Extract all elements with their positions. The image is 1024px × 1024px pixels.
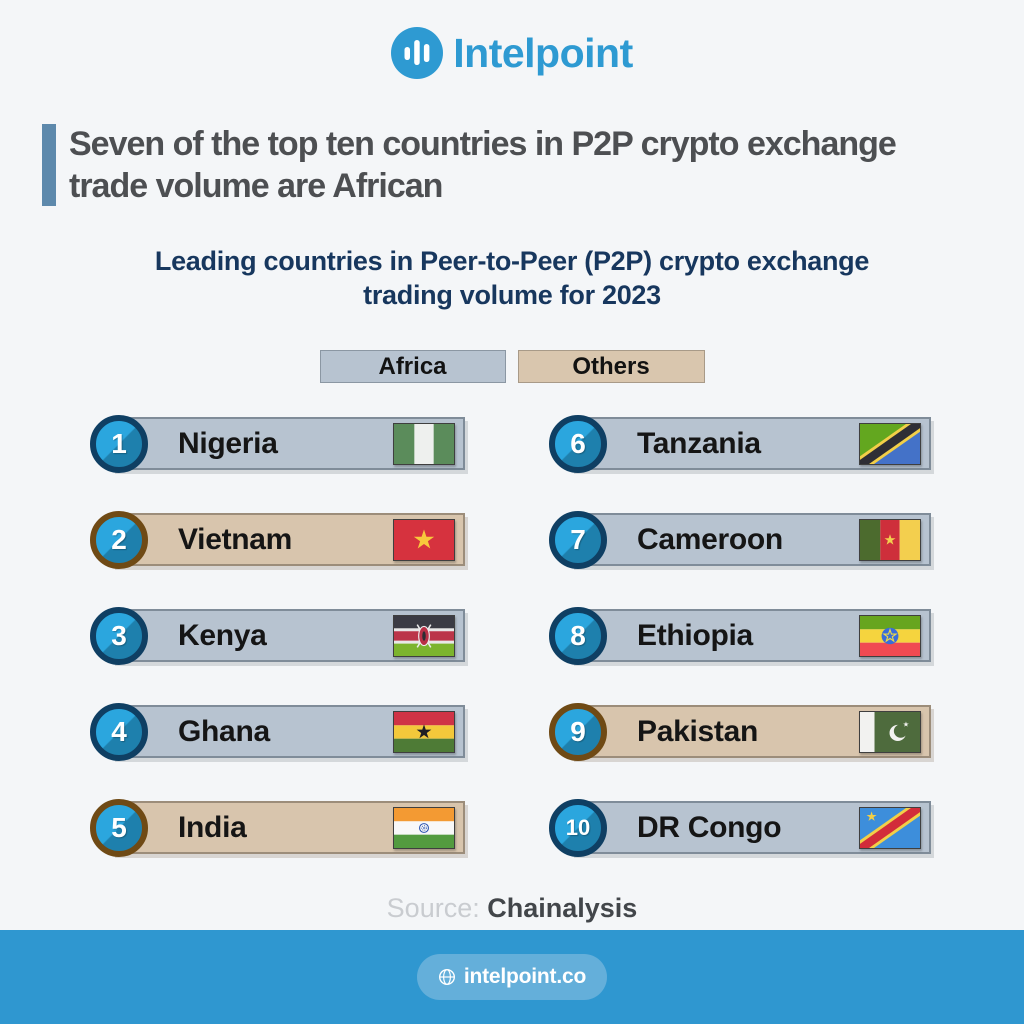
- ethiopia-flag-icon: [859, 614, 921, 657]
- list-item: 10 DR Congo: [549, 798, 931, 857]
- page-title-line1: Seven of the top ten countries in P2P cr…: [69, 125, 897, 163]
- country-bar: Cameroon: [571, 513, 931, 566]
- rank-number: 3: [111, 619, 127, 651]
- nigeria-flag-icon: [393, 422, 455, 465]
- country-label: Cameroon: [637, 522, 783, 556]
- headline-accent-bar: [42, 124, 56, 206]
- country-bar: Ethiopia: [571, 609, 931, 662]
- rank-badge: 6: [549, 414, 607, 473]
- ranking-column-right: 6 Tanzania 7 Cameroon: [549, 414, 931, 897]
- list-item: 1 Nigeria: [90, 414, 465, 473]
- globe-icon: [438, 968, 455, 986]
- bar-chart-icon: [391, 27, 444, 79]
- rank-number: 9: [570, 715, 586, 747]
- list-item: 8 Ethiopia: [549, 606, 931, 665]
- rank-badge: 9: [549, 702, 607, 761]
- rank-number: 2: [111, 523, 127, 555]
- country-bar: DR Congo: [571, 801, 931, 854]
- country-bar: Tanzania: [571, 417, 931, 470]
- source-label: Source:: [386, 893, 480, 923]
- country-bar: India: [112, 801, 465, 854]
- list-item: 5 India: [90, 798, 465, 857]
- country-label: Nigeria: [178, 426, 278, 460]
- ranking-grid: 1 Nigeria 2 Vietnam: [0, 414, 1024, 857]
- rank-badge: 4: [90, 702, 148, 761]
- ghana-flag-icon: [393, 710, 455, 753]
- country-bar: Pakistan: [571, 705, 931, 758]
- india-flag-icon: [393, 806, 455, 849]
- vietnam-flag-icon: [393, 518, 455, 561]
- rank-number: 6: [570, 427, 586, 459]
- country-label: Ghana: [178, 714, 270, 748]
- chart-subtitle-line2: trading volume for 2023: [363, 279, 661, 310]
- brand-logo: Intelpoint: [0, 27, 1024, 79]
- country-bar: Nigeria: [112, 417, 465, 470]
- legend: Africa Others: [0, 350, 1024, 383]
- rank-badge: 8: [549, 606, 607, 665]
- rank-number: 1: [111, 427, 127, 459]
- source-line: Source: Chainalysis: [0, 893, 1024, 924]
- tanzania-flag-icon: [859, 422, 921, 465]
- country-label: India: [178, 810, 247, 844]
- list-item: 6 Tanzania: [549, 414, 931, 473]
- website-url: intelpoint.co: [463, 965, 587, 988]
- legend-item-others: Others: [517, 350, 705, 383]
- rank-badge: 10: [549, 798, 607, 857]
- list-item: 3 Kenya: [90, 606, 465, 665]
- kenya-flag-icon: [393, 614, 455, 657]
- list-item: 9 Pakistan: [549, 702, 931, 761]
- ranking-column-left: 1 Nigeria 2 Vietnam: [90, 414, 465, 897]
- list-item: 4 Ghana: [90, 702, 465, 761]
- pakistan-flag-icon: [859, 710, 921, 753]
- page-title-line2: trade volume are African: [69, 166, 443, 205]
- country-bar: Vietnam: [112, 513, 465, 566]
- brand-wordmark: Intelpoint: [453, 29, 633, 76]
- headline-block: Seven of the top ten countries in P2P cr…: [42, 124, 897, 208]
- rank-number: 4: [111, 715, 127, 747]
- dr-congo-flag-icon: [859, 806, 921, 849]
- cameroon-flag-icon: [859, 518, 921, 561]
- footer-bar: intelpoint.co: [0, 930, 1024, 1024]
- rank-badge: 7: [549, 510, 607, 569]
- page-title: Seven of the top ten countries in P2P cr…: [69, 124, 897, 208]
- country-label: Ethiopia: [637, 618, 753, 652]
- country-label: Tanzania: [637, 426, 761, 460]
- country-bar: Kenya: [112, 609, 465, 662]
- list-item: 7 Cameroon: [549, 510, 931, 569]
- rank-badge: 3: [90, 606, 148, 665]
- website-pill[interactable]: intelpoint.co: [417, 954, 607, 1000]
- country-bar: Ghana: [112, 705, 465, 758]
- country-label: Vietnam: [178, 522, 293, 556]
- chart-subtitle: Leading countries in Peer-to-Peer (P2P) …: [0, 245, 1024, 313]
- country-label: Kenya: [178, 618, 267, 652]
- country-label: DR Congo: [637, 810, 782, 844]
- rank-number: 7: [570, 523, 586, 555]
- rank-number: 5: [111, 811, 127, 843]
- legend-item-africa: Africa: [319, 350, 506, 383]
- list-item: 2 Vietnam: [90, 510, 465, 569]
- country-label: Pakistan: [637, 714, 758, 748]
- rank-badge: 1: [90, 414, 148, 473]
- rank-badge: 2: [90, 510, 148, 569]
- rank-number: 8: [570, 619, 586, 651]
- rank-number: 10: [565, 814, 591, 840]
- source-value: Chainalysis: [487, 893, 638, 923]
- chart-subtitle-line1: Leading countries in Peer-to-Peer (P2P) …: [154, 246, 870, 276]
- rank-badge: 5: [90, 798, 148, 857]
